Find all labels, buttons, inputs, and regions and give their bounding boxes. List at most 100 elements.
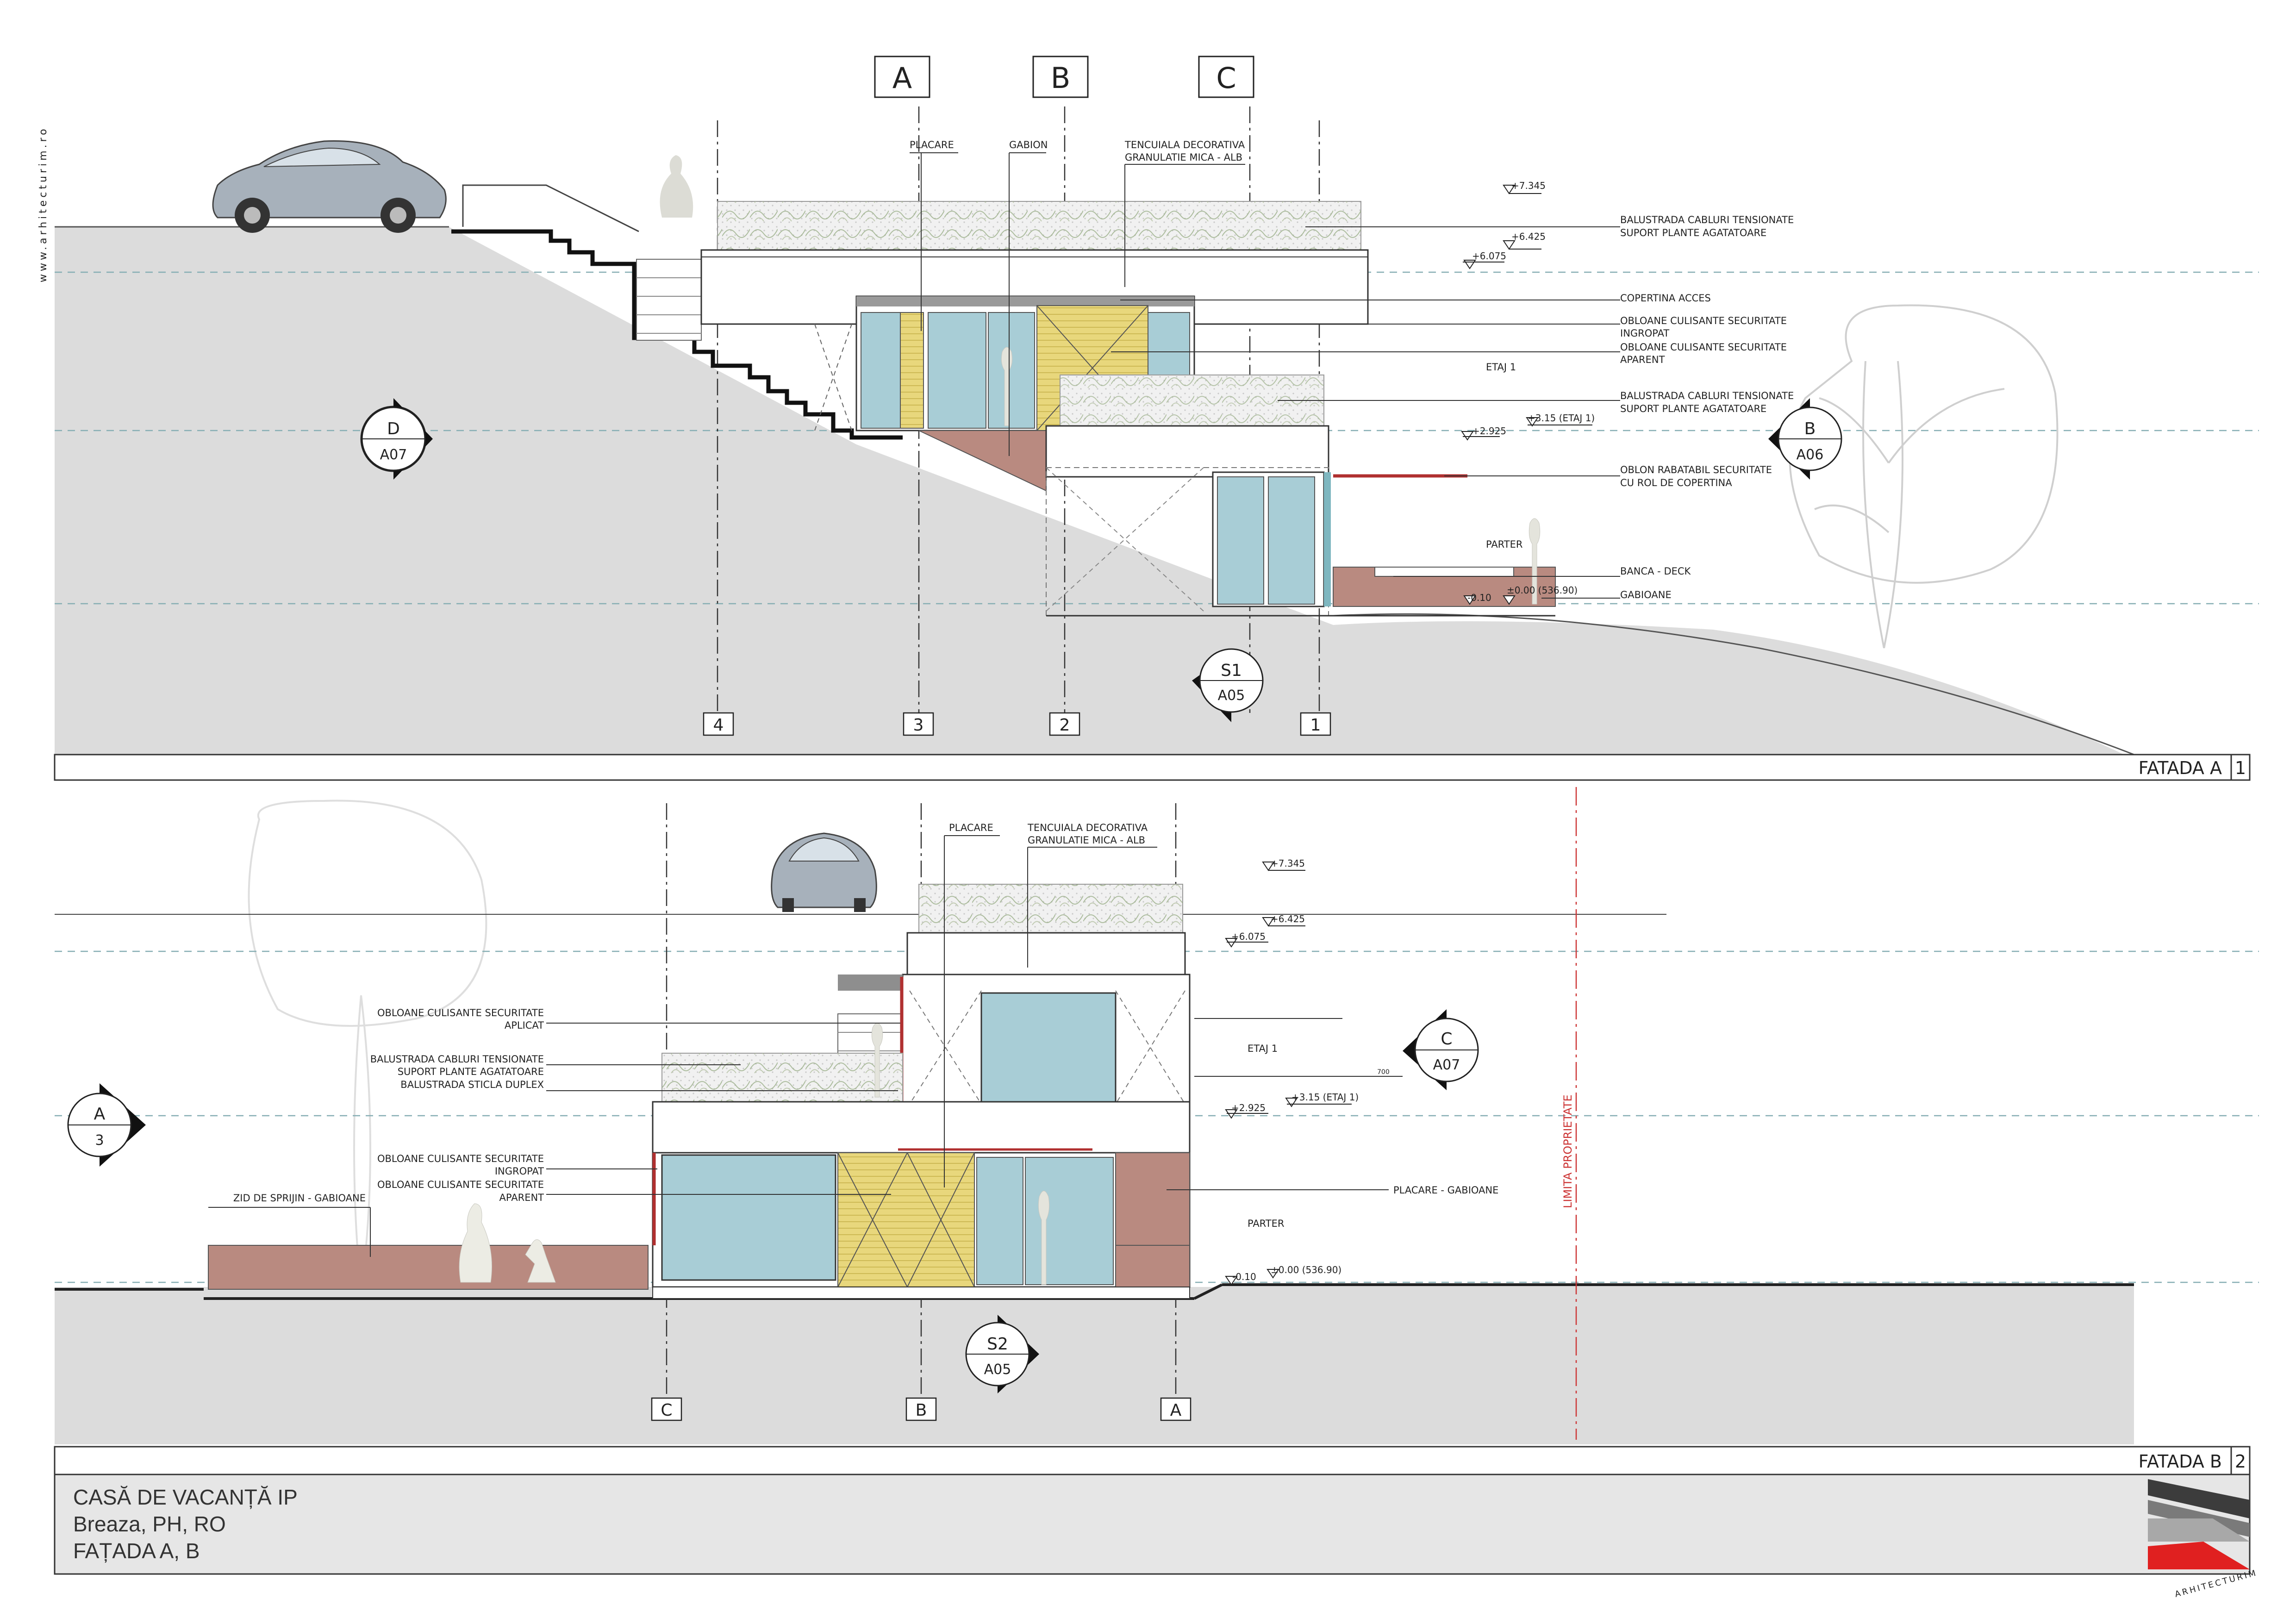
elevation-b: LIMITA PROPRIETATE C B A bbox=[54, 787, 2259, 1475]
svg-text:A05: A05 bbox=[984, 1362, 1011, 1378]
grid-letter-c-2: C bbox=[651, 1397, 682, 1421]
label-etaj-1: ETAJ 1 bbox=[1486, 362, 1516, 373]
svg-text:+2.925: +2.925 bbox=[1472, 425, 1506, 437]
svg-text:B: B bbox=[1804, 419, 1816, 438]
top-slab-2 bbox=[906, 932, 1186, 975]
label-tencuiala-1: TENCUIALA DECORATIVA bbox=[1124, 139, 1245, 150]
svg-text:4: 4 bbox=[713, 716, 724, 735]
svg-text:CU ROL DE COPERTINA: CU ROL DE COPERTINA bbox=[1620, 477, 1732, 488]
svg-text:+3.15 (ETAJ 1): +3.15 (ETAJ 1) bbox=[1292, 1092, 1359, 1103]
section-marker-c: C A07 bbox=[1403, 1009, 1479, 1090]
person-figure-6 bbox=[1038, 1191, 1050, 1285]
label-limita-proprietate: LIMITA PROPRIETATE bbox=[1561, 1094, 1574, 1208]
svg-text:±0.00 (536.90): ±0.00 (536.90) bbox=[1507, 585, 1578, 596]
svg-text:+7.345: +7.345 bbox=[1271, 858, 1305, 869]
glass-p2-3 bbox=[1025, 1157, 1114, 1285]
svg-text:A05: A05 bbox=[1218, 687, 1245, 704]
mid-slab-1 bbox=[1045, 425, 1329, 478]
label-zid-sprijin: ZID DE SPRIJIN - GABIOANE bbox=[233, 1193, 366, 1204]
gabion-cladding-2 bbox=[1115, 1152, 1190, 1287]
title-block: CASĂ DE VACANȚĂ IP Breaza, PH, RO FAȚADA… bbox=[54, 1474, 2259, 1599]
svg-text:APARENT: APARENT bbox=[1620, 354, 1665, 365]
label-etaj-2: ETAJ 1 bbox=[1248, 1043, 1278, 1054]
label-gabion-1: GABION bbox=[1009, 139, 1048, 150]
label-copertina-acces: COPERTINA ACCES bbox=[1620, 293, 1711, 304]
svg-text:700: 700 bbox=[1377, 1068, 1390, 1076]
grid-number-2: 2 bbox=[1049, 712, 1080, 736]
section-marker-s2: S2 A05 bbox=[965, 1315, 1039, 1393]
section-marker-b: B A06 bbox=[1768, 398, 1842, 480]
tree-2 bbox=[248, 800, 487, 1292]
title-fatada-b: FATADA B bbox=[2139, 1451, 2222, 1472]
svg-text:+6.425: +6.425 bbox=[1511, 231, 1546, 242]
title-fatada-a: FATADA A bbox=[2139, 758, 2222, 778]
svg-text:+6.425: +6.425 bbox=[1271, 913, 1305, 924]
svg-text:-0.10: -0.10 bbox=[1232, 1271, 1256, 1282]
glass-e2-1 bbox=[980, 992, 1117, 1105]
label-placare-gabioane: PLACARE - GABIOANE bbox=[1393, 1185, 1498, 1196]
svg-text:-0.10: -0.10 bbox=[1467, 592, 1491, 603]
grid-letter-a: A bbox=[874, 56, 930, 98]
svg-text:SUPORT PLANTE AGATATOARE: SUPORT PLANTE AGATATOARE bbox=[1620, 227, 1766, 238]
sheet-name: FAȚADA A, B bbox=[73, 1539, 200, 1563]
person-figure-1 bbox=[660, 155, 693, 218]
label-parter-2: PARTER bbox=[1248, 1218, 1284, 1229]
label-obloane-ingropat-2: OBLOANE CULISANTE SECURITATE bbox=[377, 1153, 544, 1164]
watermark-text: www.arhitecturim.ro bbox=[37, 126, 49, 282]
title-bar-1 bbox=[54, 754, 2251, 781]
svg-text:2: 2 bbox=[1060, 716, 1070, 735]
svg-text:+6.075: +6.075 bbox=[1231, 931, 1266, 942]
entry-wall bbox=[462, 184, 639, 232]
glass-p1-2 bbox=[1268, 476, 1315, 605]
mid-slab-2 bbox=[652, 1101, 1191, 1154]
title-bar-2 bbox=[54, 1446, 2251, 1475]
canopy-1 bbox=[856, 296, 1194, 306]
grid-letter-b-2: B bbox=[905, 1397, 937, 1421]
tree-1 bbox=[1789, 304, 2059, 649]
grid-letter-a-2: A bbox=[1160, 1397, 1192, 1421]
label-gabioane-1: GABIOANE bbox=[1620, 589, 1672, 600]
grid-number-3: 3 bbox=[903, 712, 934, 736]
label-obloane-aparent-2: OBLOANE CULISANTE SECURITATE bbox=[377, 1179, 544, 1190]
svg-text:SUPORT PLANTE AGATATOARE: SUPORT PLANTE AGATATOARE bbox=[1620, 403, 1766, 414]
svg-text:A07: A07 bbox=[1433, 1057, 1460, 1073]
svg-text:1: 1 bbox=[1310, 716, 1321, 735]
svg-text:C: C bbox=[1441, 1030, 1452, 1049]
svg-text:INGROPAT: INGROPAT bbox=[495, 1166, 544, 1177]
person-figure-5 bbox=[525, 1239, 556, 1283]
section-marker-d: D A07 bbox=[360, 398, 433, 480]
svg-text:+2.925: +2.925 bbox=[1231, 1102, 1266, 1113]
car-side-1 bbox=[212, 140, 447, 233]
grid-number-1: 1 bbox=[1300, 712, 1331, 736]
stair-rails bbox=[636, 277, 701, 334]
elevation-a: A B C 4 3 2 1 bbox=[54, 56, 2259, 781]
side-canopy-2 bbox=[838, 974, 903, 991]
svg-text:A: A bbox=[94, 1105, 106, 1124]
label-placare-1: PLACARE bbox=[910, 139, 954, 150]
glass-e1-3 bbox=[988, 312, 1035, 429]
svg-text:A: A bbox=[1170, 1401, 1182, 1420]
deck-gabion-1 bbox=[1333, 567, 1556, 607]
label-tencuiala-3: TENCUIALA DECORATIVA bbox=[1027, 822, 1148, 833]
svg-text:+6.075: +6.075 bbox=[1472, 250, 1506, 262]
label-parter-1: PARTER bbox=[1486, 539, 1522, 550]
retaining-wall-gabion bbox=[208, 1245, 649, 1290]
grid-letter-b: B bbox=[1032, 56, 1089, 98]
svg-text:D: D bbox=[387, 419, 400, 438]
svg-text:B: B bbox=[916, 1401, 927, 1420]
svg-text:C: C bbox=[1216, 61, 1236, 95]
label-tencuiala-2: GRANULATIE MICA - ALB bbox=[1125, 152, 1242, 163]
svg-text:APARENT: APARENT bbox=[499, 1192, 544, 1203]
title-number-1: 1 bbox=[2235, 758, 2246, 778]
svg-text:SUPORT PLANTE AGATATOARE: SUPORT PLANTE AGATATOARE bbox=[398, 1066, 544, 1077]
svg-text:A07: A07 bbox=[380, 447, 407, 463]
svg-text:S2: S2 bbox=[987, 1335, 1008, 1354]
svg-text:GRANULATIE MICA - ALB: GRANULATIE MICA - ALB bbox=[1028, 835, 1145, 846]
svg-text:A: A bbox=[892, 61, 912, 95]
glass-e1-2 bbox=[928, 312, 986, 429]
shutter-yellow-3 bbox=[837, 1152, 975, 1287]
svg-text:B: B bbox=[1051, 61, 1071, 95]
bench-deck-1 bbox=[1374, 567, 1514, 577]
label-balustrada-1: BALUSTRADA CABLURI TENSIONATE bbox=[1620, 214, 1794, 225]
